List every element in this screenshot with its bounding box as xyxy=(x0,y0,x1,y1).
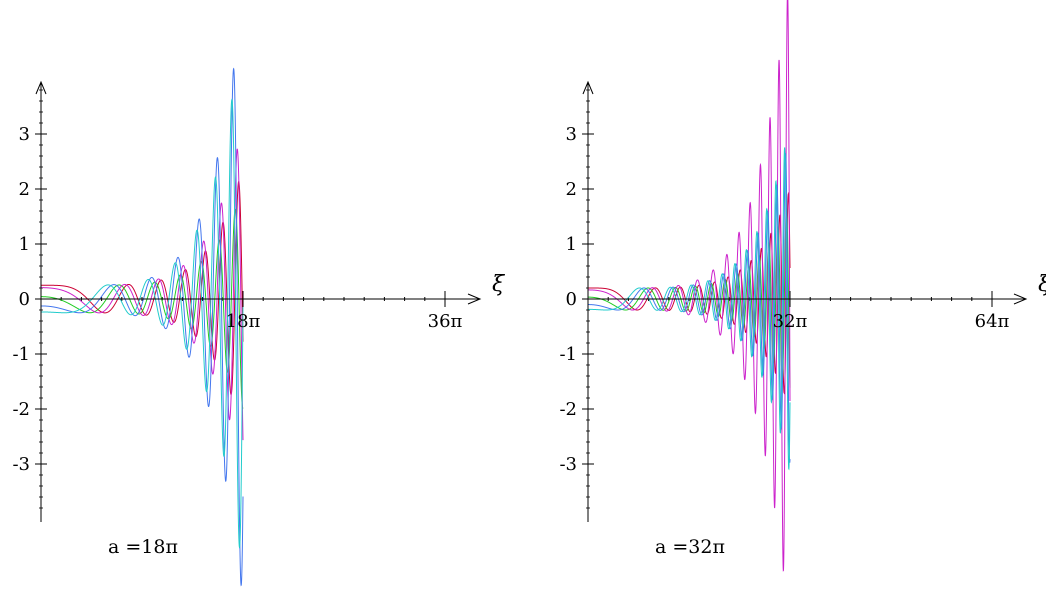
x-axis-label: ξ xyxy=(1038,272,1046,297)
x-tick-label: 32π xyxy=(773,311,808,332)
series-line xyxy=(588,153,791,463)
series-line xyxy=(41,98,244,549)
x-tick-label: 36π xyxy=(428,311,463,332)
x-tick-label: 64π xyxy=(975,311,1010,332)
x-tick-label: 18π xyxy=(226,311,261,332)
y-tick-label: -1 xyxy=(559,344,577,365)
series-line xyxy=(588,147,791,471)
series-line xyxy=(41,148,244,441)
y-tick-label: -2 xyxy=(12,399,30,420)
y-axis-arrow xyxy=(582,80,594,95)
x-axis-label: ξ xyxy=(492,272,506,297)
y-tick-label: 0 xyxy=(566,289,577,310)
y-tick-label: 2 xyxy=(566,179,577,200)
y-tick-label: -2 xyxy=(559,399,577,420)
y-tick-label: 3 xyxy=(566,124,577,145)
series-line xyxy=(41,180,244,396)
y-tick-label: 1 xyxy=(566,234,577,255)
y-tick-label: 3 xyxy=(19,124,30,145)
parameter-annotation: a =32π xyxy=(655,536,725,558)
x-axis-arrow xyxy=(467,293,482,305)
y-tick-label: -3 xyxy=(12,454,30,475)
series-line xyxy=(588,191,791,395)
x-axis-arrow xyxy=(1013,293,1028,305)
y-axis-arrow xyxy=(35,80,47,95)
parameter-annotation: a =18π xyxy=(108,536,178,558)
y-tick-label: 2 xyxy=(19,179,30,200)
y-tick-label: -3 xyxy=(559,454,577,475)
series-line xyxy=(41,67,244,587)
y-tick-label: -1 xyxy=(12,344,30,365)
y-tick-label: 0 xyxy=(19,289,30,310)
chart-panel-left: 18π 36π 3 2 1 0 -1 -2 -3 ξ a =18π xyxy=(12,67,506,587)
chart-panel-right: 32π 64π 3 2 1 0 -1 -2 -3 ξ a =32π xyxy=(559,0,1046,572)
y-tick-label: 1 xyxy=(19,234,30,255)
series-line xyxy=(588,0,791,572)
